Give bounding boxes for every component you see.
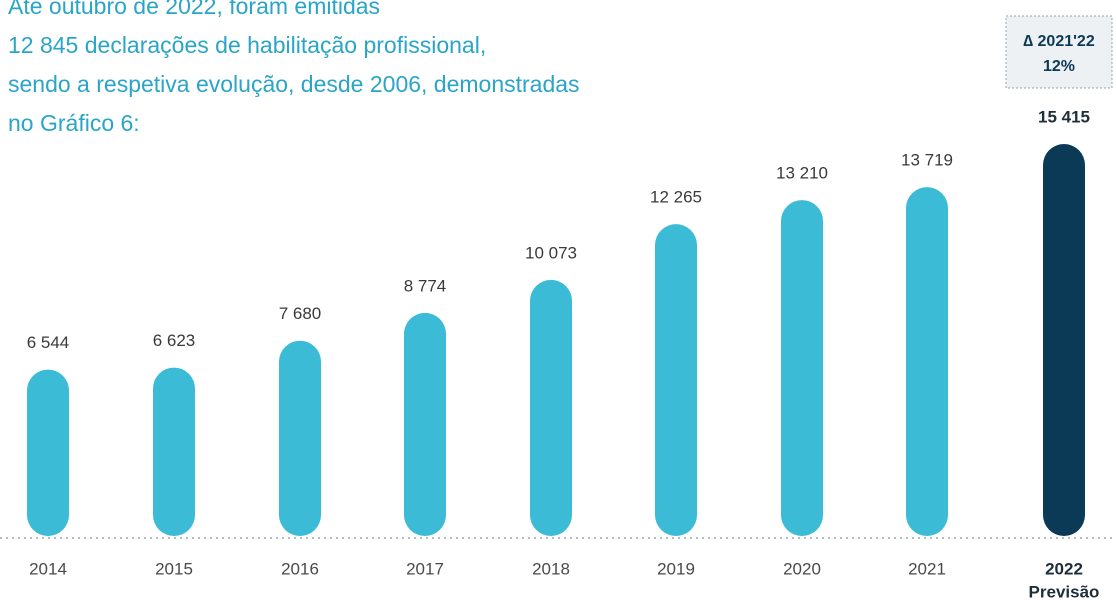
annotation-text: 12% bbox=[1043, 58, 1075, 75]
bar bbox=[530, 279, 572, 536]
x-tick-label: 2021 bbox=[908, 559, 946, 578]
x-tick-label: 2016 bbox=[281, 559, 319, 578]
x-tick-label: 2017 bbox=[406, 559, 444, 578]
bar bbox=[781, 200, 823, 536]
bar bbox=[404, 312, 446, 536]
value-label: 12 265 bbox=[650, 188, 702, 207]
intro-line: no Gráfico 6: bbox=[8, 110, 140, 136]
value-label: 6 623 bbox=[153, 331, 196, 350]
annotation-box bbox=[1005, 15, 1113, 89]
x-tick-label: 2019 bbox=[657, 559, 695, 578]
intro-text: Até outubro de 2022, foram emitidas 12 84… bbox=[8, 0, 580, 136]
value-label: 13 210 bbox=[776, 164, 828, 183]
value-label: 8 774 bbox=[404, 276, 447, 295]
value-label: 13 719 bbox=[901, 151, 953, 170]
value-label: 6 544 bbox=[27, 333, 70, 352]
intro-line: Até outubro de 2022, foram emitidas bbox=[8, 0, 380, 19]
value-label: 10 073 bbox=[525, 243, 577, 262]
x-tick-note: Previsão bbox=[1029, 582, 1100, 600]
x-tick-label: 2020 bbox=[783, 559, 821, 578]
value-label: 7 680 bbox=[279, 304, 322, 323]
intro-line: 12 845 declarações de habilitação profis… bbox=[8, 32, 486, 58]
value-label: 15 415 bbox=[1038, 107, 1090, 126]
x-tick-label: 2022 bbox=[1045, 559, 1083, 578]
bar bbox=[1043, 144, 1085, 536]
bar bbox=[279, 340, 321, 536]
x-tick-label: 2014 bbox=[29, 559, 67, 578]
bar bbox=[27, 369, 69, 536]
bar bbox=[153, 367, 195, 536]
annotation-title: ∆ 2021'22 bbox=[1023, 33, 1095, 50]
x-tick-label: 2015 bbox=[155, 559, 193, 578]
bar bbox=[906, 187, 948, 536]
x-tick-label: 2018 bbox=[532, 559, 570, 578]
intro-line: sendo a respetiva evolução, desde 2006, … bbox=[8, 71, 580, 97]
bar bbox=[655, 224, 697, 536]
